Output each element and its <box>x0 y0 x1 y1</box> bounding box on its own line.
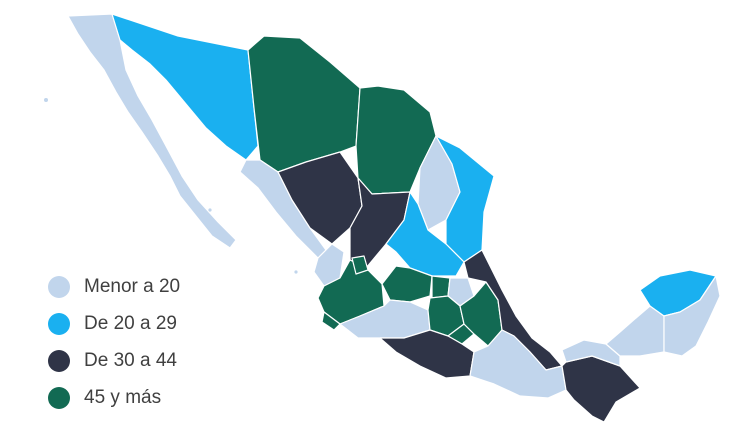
legend: Menor a 20 De 20 a 29 De 30 a 44 45 y má… <box>48 268 180 416</box>
legend-item: De 20 a 29 <box>48 305 180 342</box>
legend-swatch <box>48 312 70 335</box>
state-campeche <box>605 305 665 357</box>
state-quintana-roo <box>663 275 721 357</box>
legend-item: De 30 a 44 <box>48 342 180 379</box>
legend-item: Menor a 20 <box>48 268 180 305</box>
island-c <box>208 208 212 212</box>
state-queretaro <box>431 275 451 299</box>
legend-label: De 30 a 44 <box>84 349 177 371</box>
state-aguascalientes <box>351 255 369 275</box>
state-chiapas <box>561 355 641 423</box>
legend-swatch <box>48 349 70 372</box>
legend-item: 45 y más <box>48 379 180 416</box>
state-chihuahua <box>247 35 361 173</box>
state-zacatecas <box>349 177 411 269</box>
state-baja-california <box>67 13 237 249</box>
state-san-luis-potosi <box>385 191 465 277</box>
island-a <box>44 98 48 102</box>
island-b <box>180 186 184 190</box>
state-nayarit <box>313 243 345 287</box>
legend-swatch <box>48 386 70 409</box>
island-d <box>294 270 298 274</box>
legend-label: Menor a 20 <box>84 275 181 297</box>
legend-label: 45 y más <box>84 386 162 408</box>
state-colima <box>321 311 341 331</box>
legend-label: De 20 a 29 <box>84 312 177 334</box>
state-tabasco <box>561 339 621 367</box>
legend-swatch <box>48 275 70 298</box>
